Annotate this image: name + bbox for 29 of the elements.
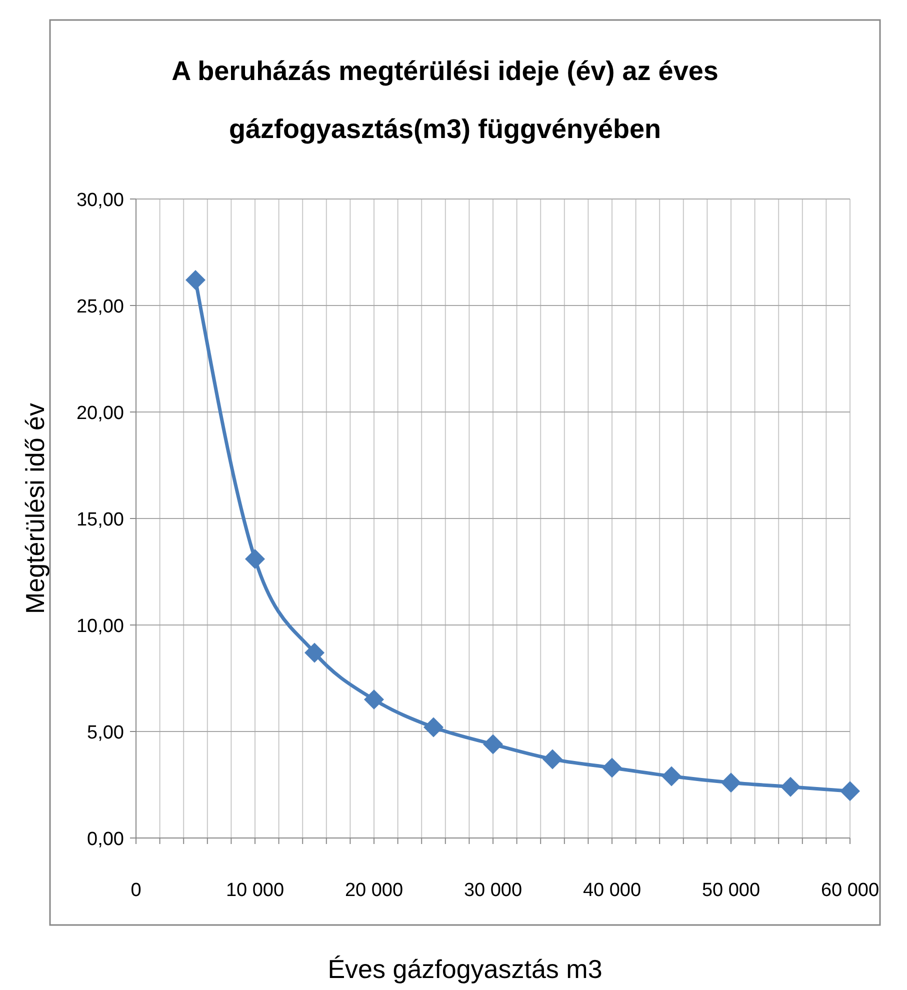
x-tick-label: 0: [130, 880, 142, 901]
y-tick-label: 5,00: [87, 722, 124, 744]
point: [304, 642, 324, 663]
point: [483, 734, 503, 754]
y-tick-label: 30,00: [76, 190, 124, 211]
point: [780, 776, 800, 797]
point: [721, 772, 741, 793]
point: [186, 270, 206, 290]
point: [662, 766, 682, 786]
x-tick-label: 20 000: [344, 880, 404, 901]
x-tick-label: 10 000: [226, 880, 284, 901]
x-axis-title: Éves gázfogyasztás m3: [328, 954, 602, 984]
chart-title: A beruházás megtérülési ideje (év) az éves gázfogyasztás(m3) függvényében: [172, 56, 718, 144]
y-tick-label: 25,00: [76, 296, 124, 318]
point: [364, 690, 384, 710]
x-tick-label: 30 000: [464, 880, 522, 901]
y-tick-label: 10,00: [76, 616, 124, 637]
y-axis-title: Megtérülési idő év: [20, 403, 50, 614]
point: [245, 548, 265, 569]
x-tick-label: 40 000: [582, 880, 642, 901]
x-tick-label: 50 000: [702, 880, 760, 901]
point: [602, 758, 622, 778]
y-tick-label: 20,00: [76, 403, 124, 424]
y-tick-label: 15,00: [76, 510, 124, 530]
x-tick-label: 60 000: [820, 880, 880, 901]
y-tick-label: 0,00: [87, 829, 124, 850]
point: [424, 717, 444, 738]
point: [840, 781, 860, 802]
point: [542, 749, 562, 770]
